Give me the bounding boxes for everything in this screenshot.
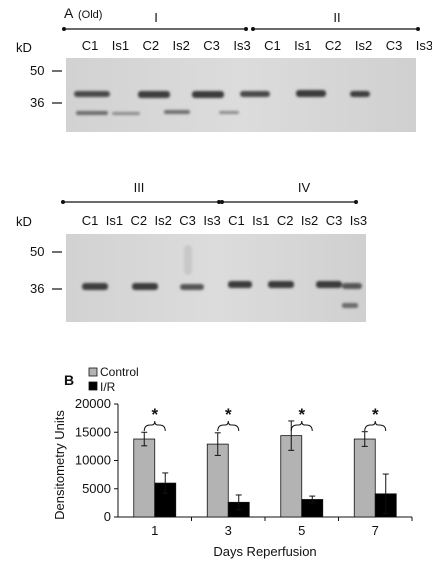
blot1-group-dots <box>62 27 420 31</box>
bar-control <box>133 438 156 518</box>
blot2-lane-label: Is1 <box>106 213 123 228</box>
legend-swatch-control <box>88 367 98 377</box>
bars <box>133 435 397 518</box>
blot2-bands <box>82 245 362 308</box>
significance-star: * <box>151 405 158 424</box>
blot1-marker-50: 50 <box>30 63 44 78</box>
significance-bracket <box>290 420 313 432</box>
y-tick-label: 5000 <box>82 481 111 496</box>
legend-label-control: Control <box>100 365 139 379</box>
x-axis-title: Days Reperfusion <box>213 544 316 559</box>
significance-star: * <box>298 405 305 424</box>
blot1-marker-36: 36 <box>30 95 44 110</box>
legend-label-ir: I/R <box>100 380 116 394</box>
blot2-group-dots <box>61 200 358 204</box>
significance-star: * <box>225 405 232 424</box>
error-bar <box>382 473 389 515</box>
blot2-lane-label: C1 <box>228 213 245 228</box>
significance-bracket <box>217 420 240 432</box>
blot2-lane-label: C3 <box>179 213 196 228</box>
blot1-lane-label: C3 <box>203 38 220 53</box>
blot2-lane-label: Is3 <box>350 213 367 228</box>
blot2-lane-label: Is2 <box>301 213 318 228</box>
blot1-lane-label: C1 <box>264 38 281 53</box>
blot2-lane-label: Is3 <box>203 213 220 228</box>
blot2-lane-label: C1 <box>82 213 99 228</box>
blot2-group-2-label: IV <box>298 180 311 195</box>
blot2-marker-36: 36 <box>30 281 44 296</box>
panel-a-sublabel: (Old) <box>78 9 102 21</box>
significance-star: * <box>372 405 379 424</box>
blot1-lane-label: Is2 <box>355 38 372 53</box>
significance-bracket <box>364 420 387 432</box>
error-bar <box>361 431 368 447</box>
blot2-lane-label: Is1 <box>252 213 269 228</box>
y-tick-label: 20000 <box>75 396 111 411</box>
blot1-lane-label: Is2 <box>173 38 190 53</box>
blot1-lane-label: C2 <box>142 38 159 53</box>
error-bar <box>235 494 242 511</box>
significance-bracket <box>143 420 166 432</box>
blot1-lane-label: Is1 <box>112 38 129 53</box>
error-bar <box>288 420 295 451</box>
x-tick-label: 7 <box>372 523 379 538</box>
blot2-marker-50: 50 <box>30 244 44 259</box>
x-categories: 1 3 5 7 <box>151 517 413 538</box>
blot2-lane-label: C3 <box>326 213 343 228</box>
blot1-lane-label: Is1 <box>294 38 311 53</box>
blot2-membrane <box>66 234 366 322</box>
blot1-group-2-label: II <box>333 10 340 25</box>
bar-control <box>353 438 376 518</box>
error-bar <box>309 495 316 504</box>
blot1-lane-label: C3 <box>386 38 403 53</box>
blot1-group-1-label: I <box>154 10 158 25</box>
y-ticks: 0 5000 10000 15000 20000 <box>75 396 118 524</box>
blot2-kd-label: kD <box>16 214 32 229</box>
x-tick-label: 5 <box>298 523 305 538</box>
blot1-lane-labels: C1 Is1 C2 Is2 C3 Is3 C1 Is1 C2 Is2 C3 Is3 <box>82 38 432 53</box>
error-bars <box>141 420 389 515</box>
y-tick-label: 10000 <box>75 453 111 468</box>
error-bar <box>141 431 148 447</box>
blot1-lane-label: C1 <box>82 38 99 53</box>
panel-b-label: B <box>64 372 74 388</box>
blot2-lane-label: C2 <box>130 213 147 228</box>
y-axis-title: Densitometry Units <box>52 410 67 520</box>
legend-swatch-ir <box>88 381 98 391</box>
blot1-lane-label: C2 <box>325 38 342 53</box>
significance-marks: * * * * <box>143 405 387 432</box>
blot1-kd-label: kD <box>16 40 32 55</box>
blot1-bands <box>74 90 370 115</box>
blot1-lane-label: Is3 <box>233 38 250 53</box>
y-tick-label: 0 <box>104 509 111 524</box>
blot2-group-1-label: III <box>134 180 145 195</box>
x-tick-label: 1 <box>151 523 158 538</box>
chart-legend: Control I/R <box>88 365 139 394</box>
panel-a-label: A <box>64 5 74 21</box>
blot2-lane-label: C2 <box>277 213 294 228</box>
error-bar <box>162 472 169 494</box>
x-tick-label: 3 <box>225 523 232 538</box>
y-tick-label: 15000 <box>75 424 111 439</box>
blot2-lane-labels: C1 Is1 C2 Is2 C3 Is3 C1 Is1 C2 Is2 C3 Is3 <box>82 213 367 228</box>
blot1-lane-label: Is3 <box>416 38 432 53</box>
blot2-lane-label: Is2 <box>155 213 172 228</box>
error-bar <box>214 432 221 456</box>
